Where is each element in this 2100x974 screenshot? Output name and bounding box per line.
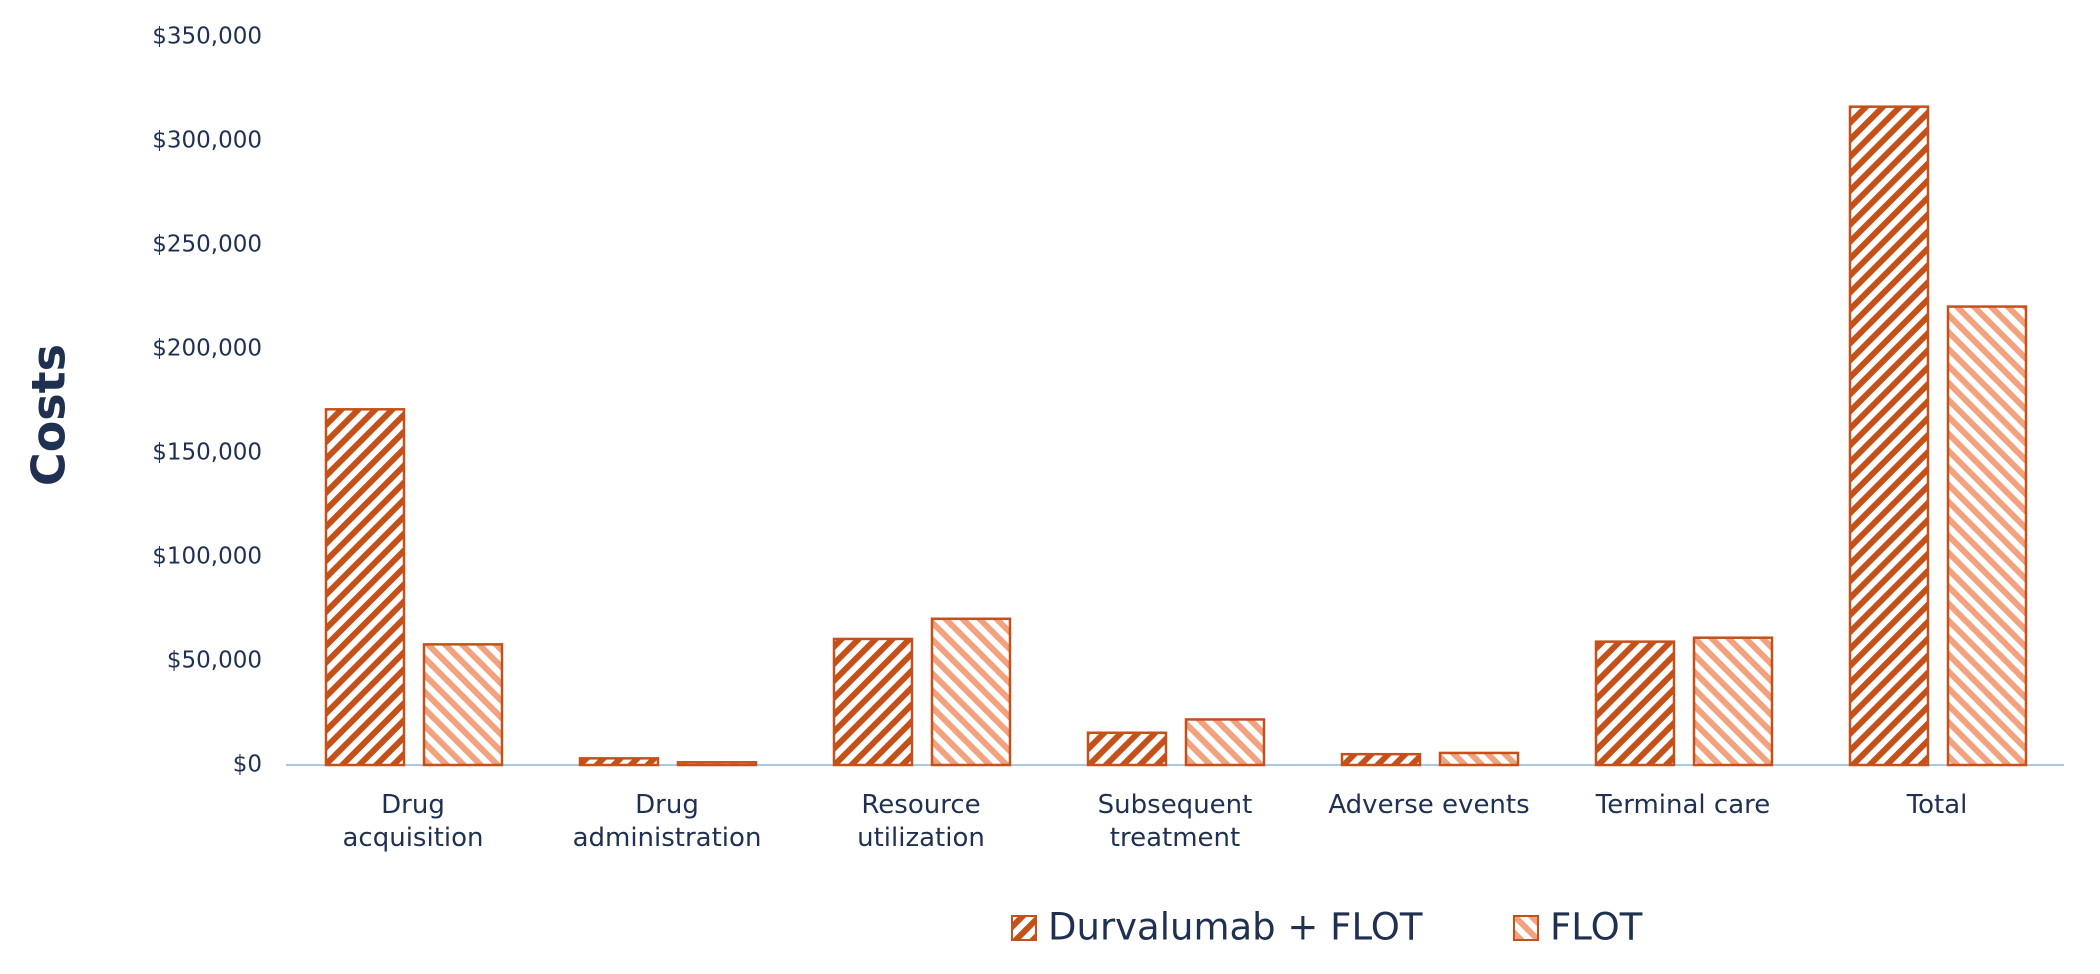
bar (1340, 752, 1422, 767)
bar (1946, 305, 2028, 767)
y-tick-label: $350,000 (152, 24, 262, 50)
bar (422, 643, 504, 767)
y-tick-label: $250,000 (152, 232, 262, 258)
y-tick-label: $0 (233, 752, 262, 778)
bar (1692, 636, 1774, 767)
x-tick-label: Resource utilization (857, 790, 985, 853)
legend-swatch (1011, 915, 1037, 941)
bar (578, 757, 660, 767)
bar (1184, 718, 1266, 767)
bar (676, 761, 758, 767)
bar (832, 637, 914, 767)
y-tick-label: $300,000 (152, 128, 262, 154)
bar (1594, 640, 1676, 767)
y-tick-label: $200,000 (152, 336, 262, 362)
x-tick-label: Total (1906, 790, 1968, 820)
bar (1848, 105, 1930, 767)
x-tick-label: Adverse events (1328, 790, 1530, 820)
x-tick-label: Terminal care (1595, 790, 1771, 820)
bar (324, 408, 406, 767)
x-tick-label: Subsequent treatment (1097, 790, 1253, 853)
y-axis-title: Costs (22, 344, 76, 486)
y-tick-label: $150,000 (152, 440, 262, 466)
x-tick-label: Drug administration (572, 790, 762, 853)
legend-label: Durvalumab + FLOT (1048, 906, 1423, 949)
x-tick-label: Drug acquisition (342, 790, 484, 853)
bar (1438, 751, 1520, 767)
bar (1086, 731, 1168, 767)
legend-label: FLOT (1550, 906, 1643, 949)
y-tick-label: $50,000 (167, 648, 262, 674)
bar (930, 617, 1012, 767)
y-tick-label: $100,000 (152, 544, 262, 570)
legend-swatch (1513, 915, 1539, 941)
